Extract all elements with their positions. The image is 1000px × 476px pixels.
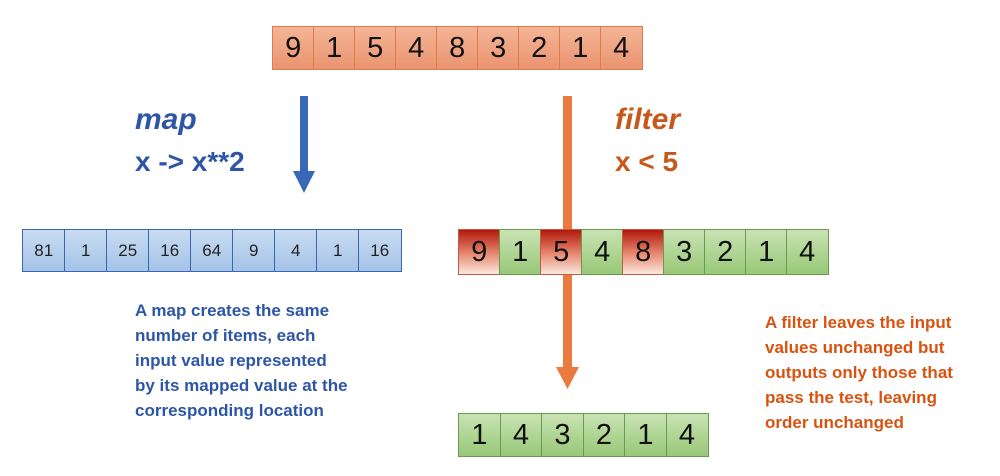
- filter-marked-cell: 8: [622, 229, 665, 275]
- filter-marked-cell: 9: [458, 229, 501, 275]
- input-cell: 8: [436, 26, 479, 70]
- filter-description: A filter leaves the input values unchang…: [765, 313, 953, 432]
- input-cell: 1: [313, 26, 356, 70]
- filter-marked-cell: 2: [704, 229, 747, 275]
- filter-marked-cell: 5: [540, 229, 583, 275]
- map-output-cell: 4: [274, 229, 318, 272]
- map-output-cell: 1: [64, 229, 108, 272]
- map-output-cell: 1: [316, 229, 360, 272]
- map-expression: x -> x**2: [135, 146, 245, 177]
- filter-output-cell: 4: [499, 413, 543, 457]
- input-cell: 9: [272, 26, 315, 70]
- map-title: map: [135, 103, 197, 136]
- map-description: A map creates the same number of items, …: [135, 301, 348, 420]
- map-output-cell: 25: [106, 229, 150, 272]
- input-cell: 4: [395, 26, 438, 70]
- input-cell: 5: [354, 26, 397, 70]
- filter-marked-cell: 1: [745, 229, 788, 275]
- input-cell: 1: [559, 26, 602, 70]
- filter-output-cell: 4: [665, 413, 709, 457]
- filter-output-cell: 3: [541, 413, 584, 457]
- filter-output-cell: 1: [458, 413, 501, 457]
- map-output-array: 81 1 25 16 64 9 4 1 16: [22, 229, 402, 272]
- filter-marked-cell: 4: [786, 229, 829, 275]
- input-cell: 4: [600, 26, 643, 70]
- map-output-cell: 9: [232, 229, 276, 272]
- filter-marked-cell: 3: [663, 229, 706, 275]
- filter-title: filter: [615, 103, 681, 136]
- filter-marked-cell: 4: [581, 229, 624, 275]
- filter-output-cell: 2: [582, 413, 626, 457]
- map-output-cell: 81: [22, 229, 66, 272]
- filter-expression: x < 5: [615, 146, 679, 177]
- filter-output-cell: 1: [624, 413, 667, 457]
- map-output-cell: 64: [190, 229, 234, 272]
- map-arrow: [293, 96, 315, 193]
- map-output-cell: 16: [148, 229, 192, 272]
- input-cell: 2: [518, 26, 561, 70]
- map-output-cell: 16: [358, 229, 402, 272]
- filter-marked-cell: 1: [499, 229, 542, 275]
- input-cell: 3: [477, 26, 520, 70]
